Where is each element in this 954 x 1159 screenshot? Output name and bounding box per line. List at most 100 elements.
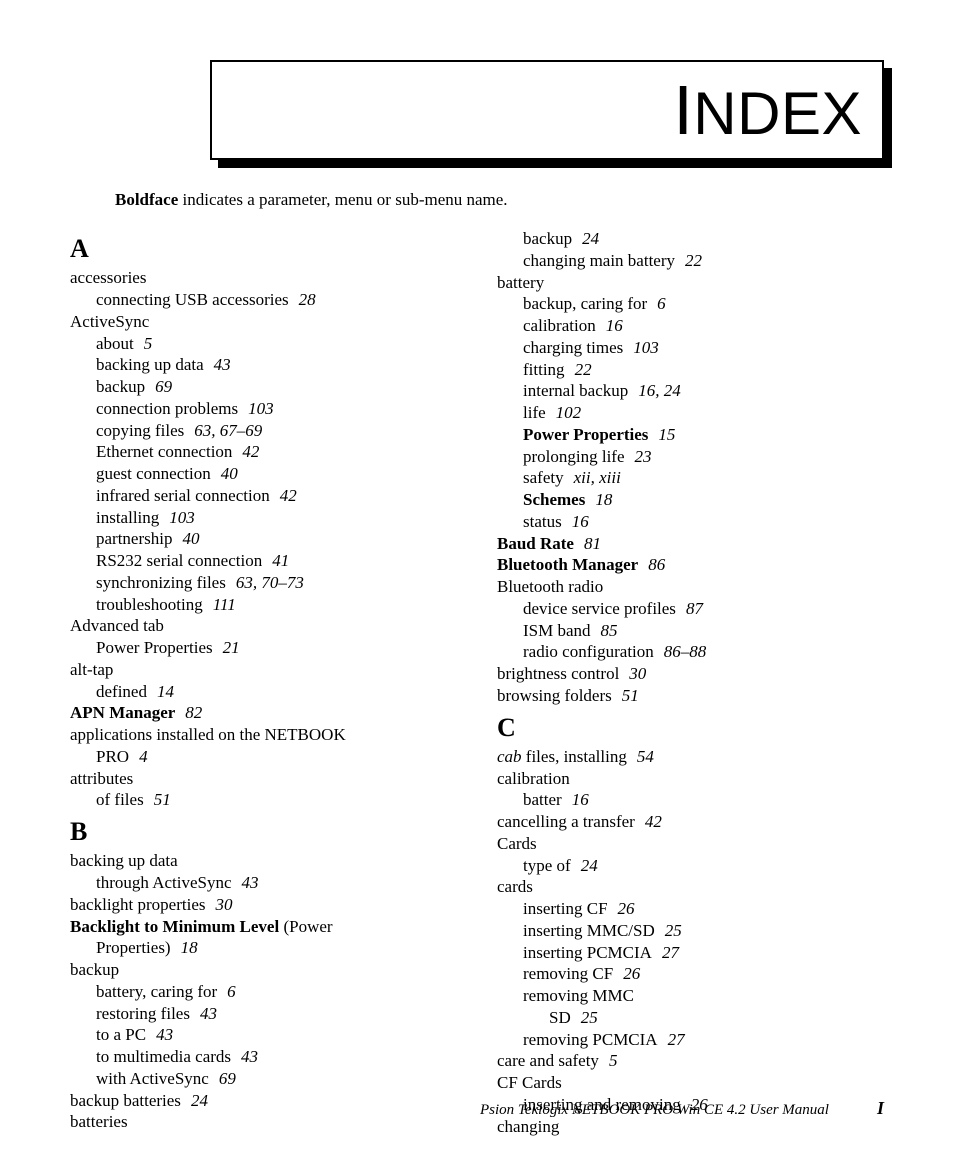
index-entry: calibration xyxy=(497,768,884,790)
index-term: accessories xyxy=(70,268,146,287)
index-page-ref: 42 xyxy=(280,486,297,505)
index-page-ref: 26 xyxy=(618,899,635,918)
index-page-ref: 51 xyxy=(154,790,171,809)
index-term: restoring files xyxy=(96,1004,190,1023)
index-term: batter xyxy=(523,790,562,809)
index-page-ref: 14 xyxy=(157,682,174,701)
index-entry: removing MMC xyxy=(497,985,884,1007)
index-term: Properties) xyxy=(96,938,171,957)
index-term-suffix: (Power xyxy=(279,917,332,936)
index-entry: calibration16 xyxy=(497,315,884,337)
index-entry: synchronizing files63, 70–73 xyxy=(70,572,457,594)
index-page-ref: 63, 70–73 xyxy=(236,573,304,592)
index-entry: installing103 xyxy=(70,507,457,529)
index-page-ref: 25 xyxy=(665,921,682,940)
index-page-ref: 6 xyxy=(657,294,666,313)
index-term: removing PCMCIA xyxy=(523,1030,658,1049)
index-term: of files xyxy=(96,790,144,809)
index-entry: type of24 xyxy=(497,855,884,877)
index-term: ActiveSync xyxy=(70,312,149,331)
index-term: browsing folders xyxy=(497,686,612,705)
index-entry: cab files, installing54 xyxy=(497,746,884,768)
index-entry: backup24 xyxy=(497,228,884,250)
index-entry: ISM band85 xyxy=(497,620,884,642)
index-entry: status16 xyxy=(497,511,884,533)
index-term: copying files xyxy=(96,421,184,440)
index-term: calibration xyxy=(497,769,570,788)
index-term: cancelling a transfer xyxy=(497,812,635,831)
index-term: backup xyxy=(96,377,145,396)
index-term: about xyxy=(96,334,134,353)
index-term: backup xyxy=(70,960,119,979)
index-term: changing xyxy=(497,1117,559,1136)
index-term: installing xyxy=(96,508,159,527)
index-entry: cards xyxy=(497,876,884,898)
index-entry: restoring files 43 xyxy=(70,1003,457,1025)
index-page-ref: 27 xyxy=(668,1030,685,1049)
index-page-ref: 86 xyxy=(648,555,665,574)
index-term: brightness control xyxy=(497,664,619,683)
index-entry: to multimedia cards43 xyxy=(70,1046,457,1068)
index-term: Bluetooth radio xyxy=(497,577,603,596)
index-entry: removing CF26 xyxy=(497,963,884,985)
index-term: alt-tap xyxy=(70,660,113,679)
index-term: guest connection xyxy=(96,464,211,483)
index-entry: Power Properties15 xyxy=(497,424,884,446)
index-page-ref: 22 xyxy=(575,360,592,379)
index-term: connection problems xyxy=(96,399,238,418)
index-term: attributes xyxy=(70,769,133,788)
index-page-ref: 43 xyxy=(156,1025,173,1044)
index-term: defined xyxy=(96,682,147,701)
index-entry: applications installed on the NETBOOK xyxy=(70,724,457,746)
index-term: APN Manager xyxy=(70,703,175,722)
index-page-ref: 82 xyxy=(185,703,202,722)
index-term: radio configuration xyxy=(523,642,654,661)
index-page-ref: 5 xyxy=(144,334,153,353)
index-page-ref: 43 xyxy=(242,873,259,892)
index-page-ref: 22 xyxy=(685,251,702,270)
index-term: RS232 serial connection xyxy=(96,551,262,570)
index-col-2: backup24changing main battery22batteryba… xyxy=(497,228,884,1137)
title-block: INDEX xyxy=(210,60,884,160)
index-letter: A xyxy=(70,232,457,265)
index-term: backing up data xyxy=(96,355,204,374)
index-entry: brightness control30 xyxy=(497,663,884,685)
index-entry: accessories xyxy=(70,267,457,289)
index-entry: inserting CF26 xyxy=(497,898,884,920)
index-entry: Advanced tab xyxy=(70,615,457,637)
index-term: battery, caring for xyxy=(96,982,217,1001)
index-page-ref: xii, xiii xyxy=(574,468,621,487)
index-col-1: Aaccessoriesconnecting USB accessories28… xyxy=(70,228,457,1137)
index-page-ref: 5 xyxy=(609,1051,618,1070)
footer: Psion Teklogix NETBOOK PRO Win CE 4.2 Us… xyxy=(70,1098,884,1119)
index-entry: guest connection40 xyxy=(70,463,457,485)
index-entry: copying files63, 67–69 xyxy=(70,420,457,442)
intro-note: Boldface indicates a parameter, menu or … xyxy=(115,190,884,210)
index-entry: about 5 xyxy=(70,333,457,355)
index-page-ref: 15 xyxy=(658,425,675,444)
index-page-ref: 81 xyxy=(584,534,601,553)
index-entry: alt-tap xyxy=(70,659,457,681)
index-term: SD xyxy=(549,1008,571,1027)
index-entry: to a PC43 xyxy=(70,1024,457,1046)
index-page-ref: 102 xyxy=(556,403,582,422)
index-term: applications installed on the NETBOOK xyxy=(70,725,346,744)
footer-page-number: I xyxy=(877,1098,884,1119)
index-entry: backing up data xyxy=(70,850,457,872)
index-term: cab xyxy=(497,747,522,766)
index-term: PRO xyxy=(96,747,129,766)
index-page-ref: 43 xyxy=(214,355,231,374)
index-term: Bluetooth Manager xyxy=(497,555,638,574)
index-entry: connection problems 103 xyxy=(70,398,457,420)
index-letter: B xyxy=(70,815,457,848)
index-page-ref: 16, 24 xyxy=(638,381,681,400)
index-entry: ActiveSync xyxy=(70,311,457,333)
index-entry: cancelling a transfer42 xyxy=(497,811,884,833)
index-page-ref: 103 xyxy=(248,399,274,418)
index-term: partnership xyxy=(96,529,172,548)
index-entry: batter16 xyxy=(497,789,884,811)
index-term: to multimedia cards xyxy=(96,1047,231,1066)
index-term: device service profiles xyxy=(523,599,676,618)
index-page-ref: 43 xyxy=(200,1004,217,1023)
index-entry: Power Properties21 xyxy=(70,637,457,659)
